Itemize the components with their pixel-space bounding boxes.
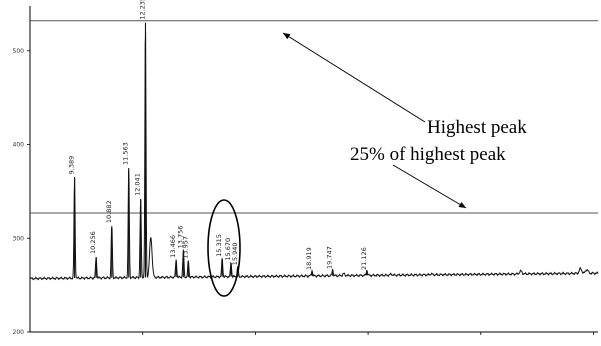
peak-label: 18.919 bbox=[305, 247, 313, 270]
highest-peak-arrow bbox=[282, 32, 426, 123]
y-tick-label: 200 bbox=[13, 329, 25, 336]
peak-label: 10.882 bbox=[105, 200, 113, 223]
trace-line bbox=[29, 31, 599, 281]
peak-label: 13.756 bbox=[176, 226, 184, 249]
quarter-peak-label: 25% of highest peak bbox=[350, 144, 506, 165]
peak-label: 13.957 bbox=[181, 236, 189, 259]
quarter-peak-arrow bbox=[392, 164, 467, 209]
peak-label: 21.126 bbox=[360, 247, 368, 270]
peak-label: 12.235 bbox=[138, 0, 146, 20]
reference-lines bbox=[30, 20, 598, 214]
peak-label: 11.563 bbox=[122, 142, 130, 165]
y-tick-label: 300 bbox=[13, 235, 25, 242]
peak-labels: 9.389 10.256 10.882 11.563 12.041 12.235 13.46… bbox=[68, 0, 368, 270]
peak-label: 15.670 bbox=[224, 238, 232, 261]
highest-peak-label: Highest peak bbox=[427, 117, 527, 138]
peak-label: 12.041 bbox=[134, 173, 142, 196]
chromatogram-trace bbox=[29, 22, 599, 281]
axes: 200 300 400 500 bbox=[13, 6, 598, 336]
peak-label: 9.389 bbox=[68, 156, 76, 175]
peak-label: 13.466 bbox=[169, 235, 177, 258]
peak-label: 19.747 bbox=[326, 246, 334, 269]
peak-label: 15.315 bbox=[215, 234, 223, 257]
highlight-ellipse bbox=[207, 199, 241, 297]
annotations: Highest peak 25% of highest peak bbox=[207, 32, 527, 297]
y-tick-label: 500 bbox=[13, 48, 25, 55]
peak-label: 10.256 bbox=[89, 231, 97, 254]
y-tick-label: 400 bbox=[13, 142, 25, 149]
peak-label: 15.940 bbox=[231, 243, 239, 266]
